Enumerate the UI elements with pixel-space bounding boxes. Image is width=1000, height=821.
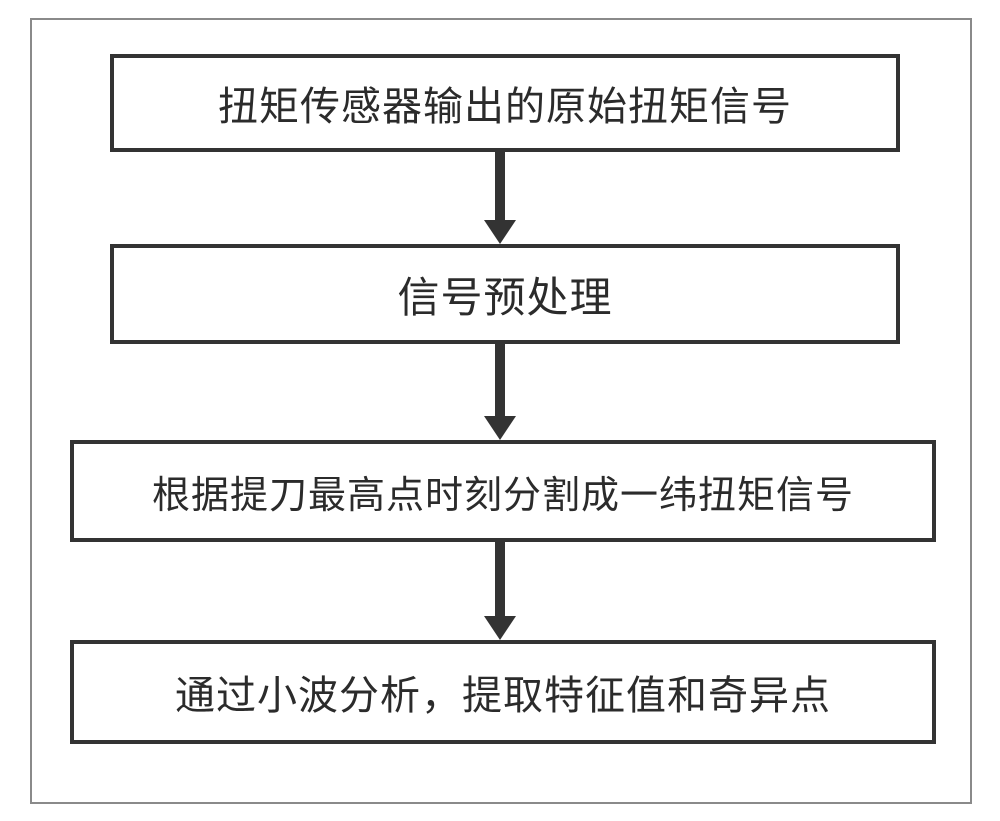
node-segment-by-peak: 根据提刀最高点时刻分割成一纬扭矩信号 [70, 440, 936, 542]
node-raw-torque-signal: 扭矩传感器输出的原始扭矩信号 [110, 54, 900, 152]
node-label: 通过小波分析，提取特征值和奇异点 [175, 663, 831, 721]
flowchart-canvas: 扭矩传感器输出的原始扭矩信号 信号预处理 根据提刀最高点时刻分割成一纬扭矩信号 … [0, 0, 1000, 821]
arrow-shaft [495, 542, 505, 616]
node-signal-preprocessing: 信号预处理 [110, 244, 900, 344]
node-label: 扭矩传感器输出的原始扭矩信号 [218, 74, 792, 132]
arrow-head-icon [484, 220, 516, 244]
arrow-shaft [495, 344, 505, 416]
arrow-head-icon [484, 416, 516, 440]
arrow-head-icon [484, 616, 516, 640]
arrow-shaft [495, 152, 505, 220]
node-wavelet-analysis: 通过小波分析，提取特征值和奇异点 [70, 640, 936, 744]
node-label: 根据提刀最高点时刻分割成一纬扭矩信号 [152, 464, 854, 519]
node-label: 信号预处理 [397, 264, 612, 325]
